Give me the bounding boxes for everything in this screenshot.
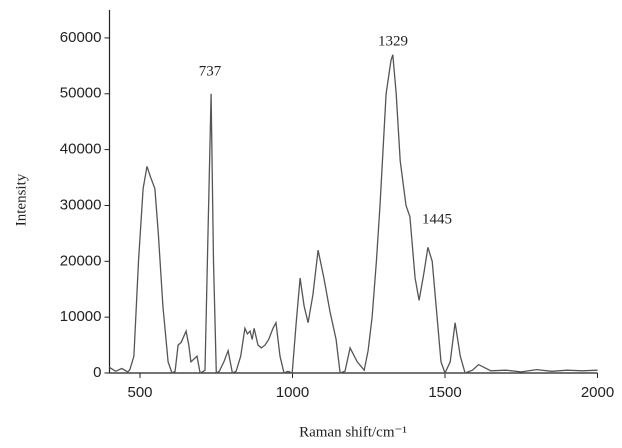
y-tick-label: 40000	[60, 141, 102, 158]
y-axis-label: Intensity	[13, 173, 29, 226]
x-tick-label: 1000	[276, 384, 309, 401]
x-axis-label: Raman shift/cm⁻¹	[299, 424, 407, 440]
y-tick-label: 50000	[60, 85, 102, 102]
x-tick-label: 500	[127, 384, 152, 401]
spectrum-line	[109, 54, 598, 375]
y-tick-label: 30000	[60, 196, 102, 213]
y-tick-label: 60000	[60, 29, 102, 46]
x-tick-label: 2000	[581, 384, 614, 401]
y-tick-label: 10000	[60, 308, 102, 325]
peak-annotation: 1445	[422, 211, 452, 227]
y-tick-label: 0	[93, 364, 101, 381]
x-tick-label: 1500	[428, 384, 461, 401]
peak-annotation: 1329	[378, 33, 408, 49]
peak-annotation: 737	[199, 63, 222, 79]
y-tick-label: 20000	[60, 252, 102, 269]
